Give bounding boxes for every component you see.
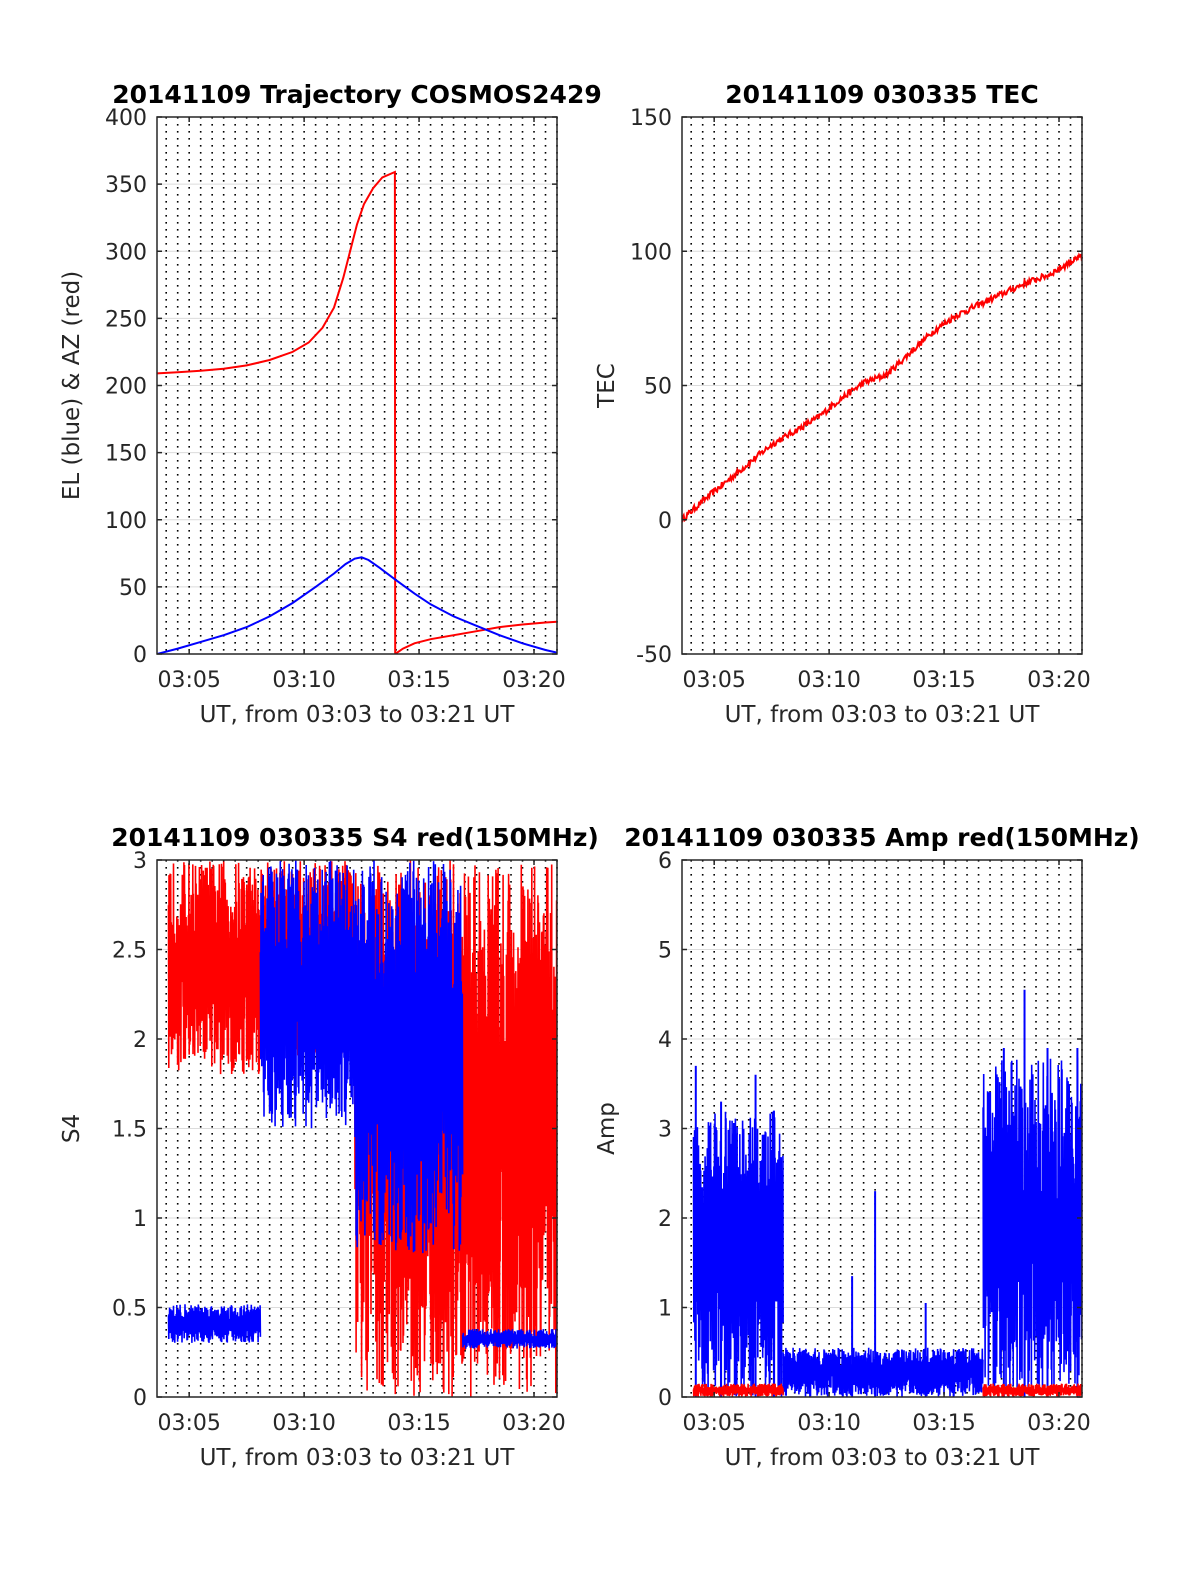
amp-blue-segment-2 xyxy=(982,1057,1082,1395)
s4-ytick-label: 1 xyxy=(133,1207,147,1232)
trajectory-xlabel: UT, from 03:03 to 03:21 UT xyxy=(200,702,516,728)
amp-xtick-label: 03:20 xyxy=(1027,1411,1090,1436)
s4-blue-segment-1 xyxy=(259,860,356,1129)
trajectory-xtick-label: 03:10 xyxy=(272,668,335,693)
tec-xtick-label: 03:20 xyxy=(1027,668,1090,693)
amp-ylabel: Amp xyxy=(594,1102,620,1155)
amp-title: 20141109 030335 Amp red(150MHz) xyxy=(624,823,1140,852)
amp-xtick-label: 03:15 xyxy=(912,1411,975,1436)
tec-title: 20141109 030335 TEC xyxy=(725,80,1038,109)
tec-ytick-label: 150 xyxy=(630,106,672,131)
trajectory-ytick-label: 150 xyxy=(105,442,147,467)
tec-ylabel: TEC xyxy=(594,363,620,409)
amp-xlabel: UT, from 03:03 to 03:21 UT xyxy=(725,1445,1041,1471)
s4-xtick-label: 03:10 xyxy=(272,1411,335,1436)
s4-ylabel: S4 xyxy=(59,1114,85,1143)
amp-ytick-label: 0 xyxy=(658,1386,672,1411)
s4-ytick-label: 2 xyxy=(133,1028,147,1053)
tec-ytick-label: 0 xyxy=(658,509,672,534)
s4-blue-segment-0 xyxy=(167,1304,262,1343)
trajectory-xtick-label: 03:20 xyxy=(502,668,565,693)
s4-plot-area xyxy=(167,860,557,1397)
tec-plot-area xyxy=(682,252,1082,523)
s4-xtick-label: 03:15 xyxy=(387,1411,450,1436)
tec-xtick-label: 03:10 xyxy=(797,668,860,693)
trajectory-title: 20141109 Trajectory COSMOS2429 xyxy=(112,80,602,109)
s4-blue-segment-2 xyxy=(353,860,464,1254)
trajectory-ylabel: EL (blue) & AZ (red) xyxy=(59,271,85,500)
trajectory-ytick-label: 0 xyxy=(133,643,147,668)
s4-blue-segment-3 xyxy=(461,1328,557,1349)
trajectory-plot-area xyxy=(157,170,557,654)
tec-ytick-label: 100 xyxy=(630,240,672,265)
tec-xlabel: UT, from 03:03 to 03:21 UT xyxy=(725,702,1041,728)
s4-ytick-label: 0 xyxy=(133,1386,147,1411)
amp-xtick-label: 03:05 xyxy=(682,1411,745,1436)
amp-blue-segment-0 xyxy=(692,1111,784,1397)
amp-plot-area xyxy=(692,989,1082,1397)
amp-ytick-label: 2 xyxy=(658,1207,672,1232)
amp-red-segment-0 xyxy=(692,1383,784,1397)
amp-ytick-label: 3 xyxy=(658,1118,672,1143)
amp-red-segment-1 xyxy=(982,1383,1082,1397)
amp-ytick-label: 4 xyxy=(658,1028,672,1053)
s4-ytick-label: 1.5 xyxy=(112,1118,147,1143)
trajectory-series-blue xyxy=(157,556,557,654)
trajectory-panel: 0 50 100 150 200 250 300 350 400 03:05 03:10 03:15 0… xyxy=(59,80,602,728)
trajectory-ytick-label: 300 xyxy=(105,240,147,265)
trajectory-ytick-label: 200 xyxy=(105,375,147,400)
amp-ytick-label: 5 xyxy=(658,939,672,964)
s4-red-segment-0 xyxy=(167,861,264,1075)
s4-xtick-label: 03:05 xyxy=(157,1411,220,1436)
trajectory-xtick-label: 03:05 xyxy=(157,668,220,693)
amp-blue-segment-1 xyxy=(782,1347,984,1397)
trajectory-xtick-label: 03:15 xyxy=(387,668,450,693)
tec-xtick-label: 03:15 xyxy=(912,668,975,693)
s4-series-blue xyxy=(167,860,557,1349)
trajectory-ytick-label: 100 xyxy=(105,509,147,534)
trajectory-series-red xyxy=(157,170,557,654)
trajectory-ytick-label: 400 xyxy=(105,106,147,131)
amp-xtick-label: 03:10 xyxy=(797,1411,860,1436)
s4-title: 20141109 030335 S4 red(150MHz) xyxy=(111,823,599,852)
tec-ytick-label: -50 xyxy=(636,643,672,668)
tec-series-red xyxy=(682,252,1082,523)
amp-series-blue xyxy=(692,989,1082,1397)
s4-xtick-label: 03:20 xyxy=(502,1411,565,1436)
amp-panel: 0 1 2 3 4 5 6 03:05 03:10 03:15 03:20 20141109 0303… xyxy=(594,823,1140,1471)
s4-ytick-label: 3 xyxy=(133,849,147,874)
amp-ytick-label: 1 xyxy=(658,1297,672,1322)
s4-panel: 0 0.5 1 1.5 2 2.5 3 03:05 03:10 03:15 03:20 2014110… xyxy=(59,823,599,1471)
trajectory-ytick-label: 50 xyxy=(119,576,147,601)
trajectory-ytick-label: 250 xyxy=(105,307,147,332)
tec-ytick-label: 50 xyxy=(644,375,672,400)
trajectory-ytick-label: 350 xyxy=(105,173,147,198)
s4-xlabel: UT, from 03:03 to 03:21 UT xyxy=(200,1445,516,1471)
tec-xtick-label: 03:05 xyxy=(682,668,745,693)
s4-ytick-label: 0.5 xyxy=(112,1297,147,1322)
amp-ytick-label: 6 xyxy=(658,849,672,874)
tec-panel: -50 0 50 100 150 03:05 03:10 03:15 03:20 20141109… xyxy=(594,80,1091,728)
amp-series-red xyxy=(692,1383,1082,1397)
s4-ytick-label: 2.5 xyxy=(112,939,147,964)
